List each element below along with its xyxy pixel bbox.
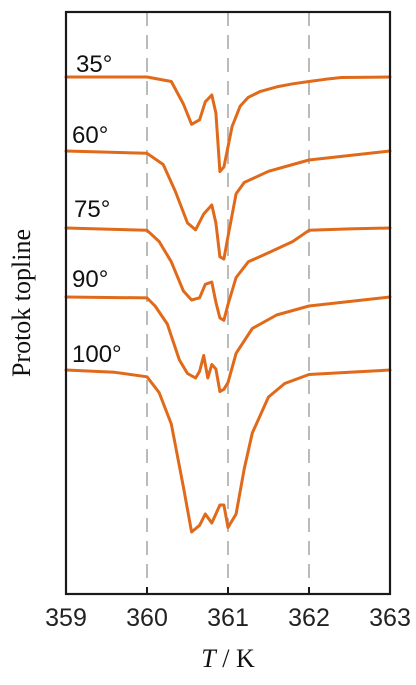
series-line-3 xyxy=(64,226,392,322)
series-label-3: 75° xyxy=(74,196,110,223)
x-axis-unit: K xyxy=(236,644,255,673)
series-label-1: 35° xyxy=(76,51,112,78)
series-line-2 xyxy=(64,149,392,261)
x-axis-sep: / xyxy=(216,644,236,673)
series-label-5: 100° xyxy=(72,341,122,368)
series-label-2: 60° xyxy=(72,122,108,149)
series-labels: 35° 60° 75° 90° 100° xyxy=(72,51,122,368)
x-tick-label-362: 362 xyxy=(288,604,330,632)
x-axis-ticks: 359 360 361 362 363 xyxy=(45,587,411,632)
x-axis-label: T / K xyxy=(201,644,255,673)
x-tick-label-361: 361 xyxy=(207,604,249,632)
x-tick-label-363: 363 xyxy=(369,604,411,632)
x-axis-var: T xyxy=(201,644,217,673)
series-line-4 xyxy=(64,295,392,393)
y-axis-label: Protok topline xyxy=(7,229,36,377)
x-tick-label-359: 359 xyxy=(45,604,87,632)
series-line-1 xyxy=(64,75,392,173)
series-label-4: 90° xyxy=(72,266,108,293)
x-tick-label-360: 360 xyxy=(126,604,168,632)
series-line-5 xyxy=(64,368,392,534)
series-group xyxy=(64,75,392,534)
reference-lines xyxy=(146,12,310,594)
